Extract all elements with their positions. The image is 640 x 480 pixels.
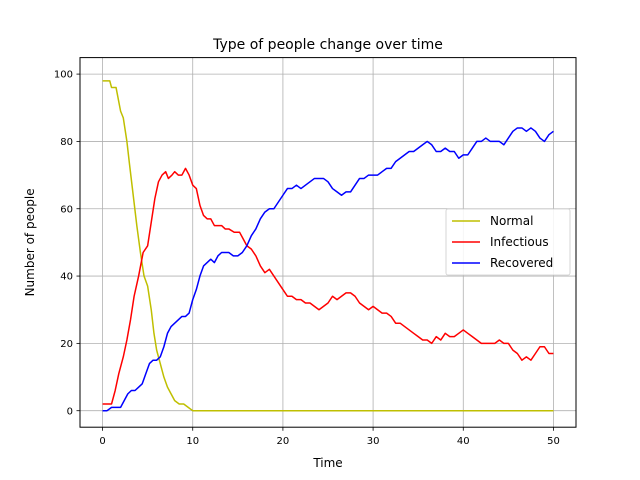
series-layer	[102, 80, 554, 412]
y-tick-label: 40	[60, 272, 73, 283]
series-line-normal	[102, 80, 554, 412]
x-tick-label: 0	[99, 436, 105, 447]
y-axis-label: Number of people	[23, 188, 37, 296]
x-tick-label: 50	[547, 436, 560, 447]
y-tick-label: 100	[54, 70, 73, 81]
y-tick-label: 0	[67, 406, 73, 417]
y-tick-label: 60	[60, 204, 73, 215]
axes-frame	[79, 57, 577, 428]
legend-box	[445, 208, 571, 276]
legend-label: Normal	[490, 214, 533, 228]
y-tick-label: 20	[60, 339, 73, 350]
legend-label: Infectious	[490, 235, 549, 249]
x-axis-label: Time	[312, 456, 342, 470]
legend: Normal Infectious Recovered	[445, 208, 571, 276]
x-tick-label: 40	[457, 436, 470, 447]
x-tick-label: 20	[277, 436, 290, 447]
y-tick-label: 80	[60, 137, 73, 148]
series-line-recovered	[102, 127, 554, 412]
y-ticks: 0 20 40 60 80 100	[54, 70, 80, 417]
series-line-infectious	[102, 167, 554, 405]
x-tick-label: 30	[367, 436, 380, 447]
x-ticks: 0 10 20 30 40 50	[99, 427, 560, 447]
chart-title: Type of people change over time	[212, 37, 443, 53]
legend-label: Recovered	[490, 256, 553, 270]
x-tick-label: 10	[186, 436, 199, 447]
